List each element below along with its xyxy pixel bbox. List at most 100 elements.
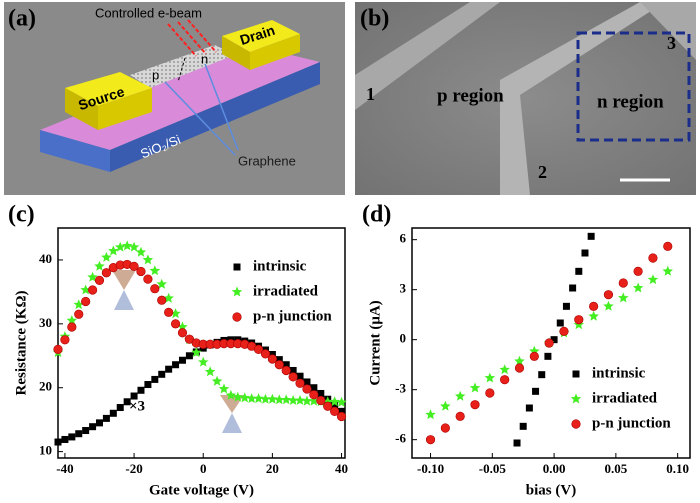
legend-label: irradiated — [253, 283, 319, 299]
data-point — [663, 241, 673, 251]
data-point — [170, 308, 181, 319]
data-point — [101, 268, 112, 278]
data-point — [75, 430, 83, 438]
data-point — [172, 361, 180, 369]
panel-label: (c) — [8, 202, 35, 228]
data-point — [260, 349, 271, 359]
data-point — [455, 411, 465, 421]
data-point — [274, 394, 285, 405]
plot-frame — [411, 227, 691, 459]
data-point — [267, 393, 278, 404]
data-point — [308, 395, 320, 406]
data-point — [137, 386, 145, 394]
x-tick-label: -0.10 — [417, 461, 444, 476]
source-top — [65, 72, 152, 106]
data-point — [287, 395, 299, 405]
data-point — [589, 301, 599, 311]
data-point — [587, 232, 595, 240]
y-tick-label: 30 — [39, 315, 52, 330]
x-axis-label: Gate voltage (V) — [149, 482, 254, 498]
data-point — [150, 284, 160, 294]
data-point — [581, 249, 589, 257]
data-point — [275, 356, 283, 364]
data-point — [633, 266, 643, 276]
data-point — [253, 393, 264, 403]
data-point — [267, 354, 277, 364]
data-point — [574, 315, 584, 325]
data-point — [499, 364, 510, 375]
data-point — [185, 352, 193, 360]
panel-label: (b) — [360, 6, 389, 32]
plot-frame — [57, 227, 346, 459]
data-point — [143, 274, 153, 284]
data-point — [529, 351, 539, 361]
x-tick-label: 20 — [266, 461, 279, 476]
data-point — [198, 356, 209, 367]
legend-marker — [572, 370, 580, 378]
y-tick-label: -6 — [395, 431, 406, 446]
data-point — [170, 319, 181, 329]
data-point — [156, 278, 167, 289]
data-point — [142, 254, 154, 265]
region-label: p region — [437, 85, 504, 106]
data-point — [316, 395, 326, 406]
data-point — [109, 409, 117, 417]
data-point — [618, 292, 629, 303]
data-point — [330, 406, 340, 416]
data-point — [121, 240, 133, 251]
data-point — [470, 400, 480, 410]
data-point — [123, 398, 131, 406]
legend-marker — [231, 286, 243, 297]
x-axis-label: bias (V) — [526, 482, 576, 498]
data-point — [532, 387, 540, 395]
data-point — [281, 365, 291, 376]
data-point — [135, 246, 147, 257]
y-axis-label: Current (μA) — [367, 300, 383, 385]
n-region-box — [576, 31, 691, 142]
data-point — [336, 396, 347, 407]
data-point — [87, 285, 98, 295]
data-point — [575, 267, 583, 275]
data-point — [211, 375, 223, 386]
junction-line — [177, 57, 186, 83]
data-point — [95, 419, 103, 427]
y-axis-label: Resistance (KΩ) — [13, 291, 29, 396]
drain-top — [222, 20, 300, 52]
data-point — [184, 334, 194, 344]
source-side — [65, 88, 98, 130]
legend-label: irradiated — [592, 390, 658, 406]
annotation: ×3 — [129, 398, 145, 414]
graphene-arrows — [164, 63, 239, 156]
drain-side — [222, 36, 250, 70]
graphene-label: Graphene — [238, 153, 296, 168]
x-tick-label: -0.05 — [479, 461, 507, 476]
data-point — [102, 414, 110, 422]
data-point — [60, 335, 70, 345]
x-tick-label: 0 — [200, 461, 207, 476]
data-point — [151, 375, 159, 383]
data-point — [80, 284, 91, 295]
electrode-label: 1 — [366, 84, 375, 104]
data-point — [519, 422, 527, 430]
data-point — [310, 384, 318, 392]
data-point — [130, 392, 138, 400]
data-point — [329, 396, 340, 407]
data-point — [302, 384, 312, 394]
data-point — [61, 435, 69, 443]
p-label: p — [152, 67, 159, 82]
data-point — [282, 361, 290, 369]
data-point — [281, 394, 292, 405]
data-point — [66, 315, 78, 326]
data-point — [157, 295, 167, 305]
data-point — [648, 253, 658, 263]
y-tick-label: 40 — [39, 251, 52, 266]
data-point — [288, 372, 298, 382]
data-point — [54, 438, 62, 446]
data-point — [74, 309, 84, 319]
data-point — [246, 393, 257, 403]
data-point — [440, 400, 451, 411]
x-tick-label: 0.10 — [666, 461, 689, 476]
data-point — [165, 365, 173, 373]
data-point — [559, 326, 569, 336]
legend-label: intrinsic — [253, 258, 307, 274]
